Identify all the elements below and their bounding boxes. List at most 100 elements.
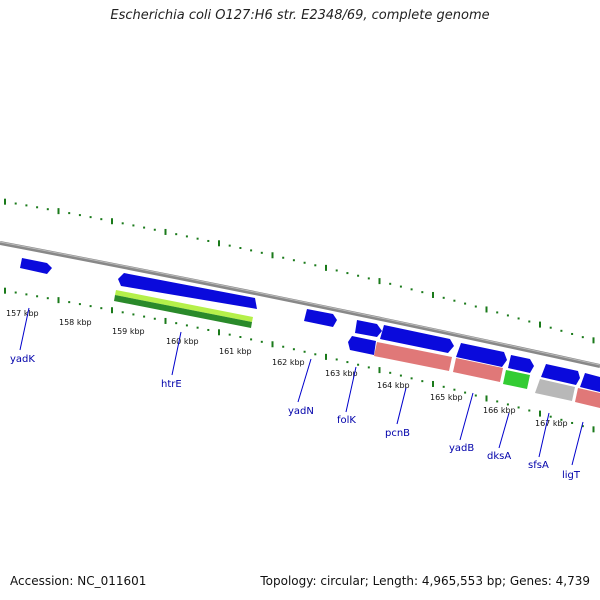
kbp-label: 165 kbp <box>430 393 463 402</box>
gene-box[interactable] <box>535 379 575 401</box>
minor-tick <box>292 348 295 351</box>
major-tick <box>57 208 60 215</box>
minor-tick <box>14 291 17 294</box>
gene-label-pcnB[interactable]: pcnB <box>385 428 410 439</box>
major-tick <box>164 317 167 324</box>
minor-tick <box>239 336 242 339</box>
minor-tick <box>143 315 146 318</box>
major-tick <box>4 287 6 294</box>
kbp-label: 162 kbp <box>272 358 305 367</box>
major-tick <box>164 228 167 235</box>
minor-tick <box>175 233 178 236</box>
minor-tick <box>346 272 349 275</box>
minor-tick <box>421 291 424 294</box>
gene-label-yadB[interactable]: yadB <box>449 443 474 454</box>
minor-tick <box>346 361 349 364</box>
minor-tick <box>517 317 520 320</box>
gene-label-leaders <box>19 307 584 466</box>
minor-tick <box>581 425 584 428</box>
major-tick <box>539 321 541 328</box>
minor-tick <box>410 288 413 291</box>
gene-label-ligT[interactable]: ligT <box>562 470 581 481</box>
minor-tick <box>207 239 210 242</box>
minor-tick <box>132 224 135 227</box>
gene-arrow[interactable] <box>456 343 507 367</box>
gene-box[interactable] <box>575 388 600 408</box>
minor-tick <box>175 322 178 325</box>
gene-box[interactable] <box>115 290 253 322</box>
minor-tick <box>36 206 39 209</box>
kbp-label: 158 kbp <box>59 318 92 327</box>
minor-tick <box>314 353 317 356</box>
minor-tick <box>496 311 499 314</box>
gene-box[interactable] <box>453 358 503 382</box>
major-tick <box>485 306 488 313</box>
minor-tick <box>153 228 156 231</box>
minor-tick <box>89 216 92 219</box>
minor-tick <box>474 394 477 397</box>
minor-tick <box>78 214 81 217</box>
gene-arrow[interactable] <box>541 364 580 385</box>
gene-label-folK[interactable]: folK <box>337 415 356 426</box>
minor-tick <box>143 226 146 229</box>
minor-tick <box>121 311 124 314</box>
accession-label: Accession: NC_011601 <box>10 574 147 588</box>
minor-tick <box>399 285 402 288</box>
kbp-label: 159 kbp <box>112 327 145 336</box>
major-tick <box>4 198 6 205</box>
minor-tick <box>25 204 28 207</box>
minor-tick <box>314 264 317 267</box>
gene-label-yadN[interactable]: yadN <box>288 406 314 417</box>
minor-tick <box>100 307 103 310</box>
major-tick <box>325 264 327 271</box>
minor-tick <box>464 391 467 394</box>
major-tick <box>218 329 220 336</box>
major-tick <box>218 240 220 247</box>
gene-label-yadK[interactable]: yadK <box>10 354 35 365</box>
gene-arrow[interactable] <box>118 273 257 309</box>
gene-arrow[interactable] <box>355 320 382 337</box>
major-tick <box>592 426 595 433</box>
gene-box[interactable] <box>503 370 530 389</box>
major-tick <box>592 337 595 344</box>
gene-arrow[interactable] <box>348 336 376 355</box>
minor-tick <box>185 324 188 327</box>
minor-tick <box>260 251 263 254</box>
minor-tick <box>571 421 574 424</box>
minor-tick <box>36 295 39 298</box>
gene-arrow[interactable] <box>20 258 52 274</box>
gene-arrow[interactable] <box>304 309 337 327</box>
minor-tick <box>517 406 520 409</box>
gene-label-sfsA[interactable]: sfsA <box>528 460 549 471</box>
gene-box[interactable] <box>374 342 452 371</box>
gene-arrow[interactable] <box>380 325 454 353</box>
minor-tick <box>453 299 456 302</box>
minor-tick <box>25 293 28 296</box>
kbp-label: 161 kbp <box>219 347 252 356</box>
minor-tick <box>303 350 306 353</box>
gene-arrow[interactable] <box>580 373 600 392</box>
minor-tick <box>571 332 574 335</box>
minor-tick <box>303 261 306 264</box>
minor-tick <box>335 358 338 361</box>
major-tick <box>271 252 274 259</box>
genome-summary: Topology: circular; Length: 4,965,553 bp… <box>260 574 590 588</box>
gene-box[interactable] <box>114 295 252 328</box>
kbp-label: 167 kbp <box>535 419 568 428</box>
major-tick <box>539 410 541 417</box>
major-tick <box>271 341 274 348</box>
kbp-label: 157 kbp <box>6 309 39 318</box>
minor-tick <box>196 237 199 240</box>
minor-tick <box>410 377 413 380</box>
gene-arrow[interactable] <box>508 355 534 373</box>
inner-tick-ring <box>4 287 595 433</box>
minor-tick <box>357 274 360 277</box>
minor-tick <box>121 222 124 225</box>
major-tick <box>432 380 434 387</box>
major-tick <box>325 353 327 360</box>
gene-label-htrE[interactable]: htrE <box>161 379 182 390</box>
gene-label-dksA[interactable]: dksA <box>487 451 511 462</box>
minor-tick <box>549 415 552 418</box>
major-tick <box>485 395 488 402</box>
minor-tick <box>442 296 445 299</box>
